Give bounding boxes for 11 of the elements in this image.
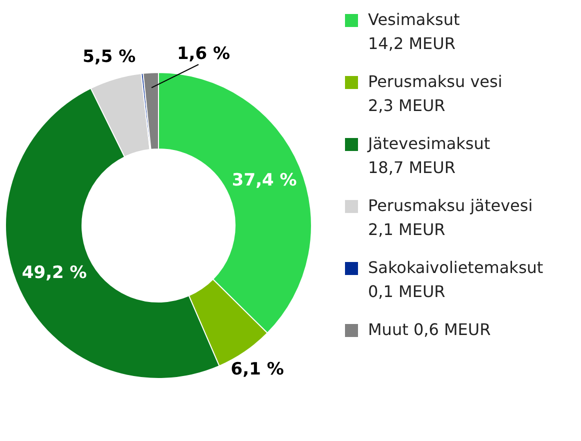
data-label: 6,1 % <box>230 359 284 380</box>
legend-label: Sakokaivolietemaksut 0,1 MEUR <box>368 257 544 303</box>
data-label: 37,4 % <box>232 170 297 191</box>
data-label: 49,2 % <box>22 263 87 284</box>
legend-label: Perusmaksu vesi 2,3 MEUR <box>368 71 502 117</box>
data-label: 1,6 % <box>176 44 230 64</box>
legend-label: Vesimaksut 14,2 MEUR <box>368 9 460 55</box>
legend-label: Perusmaksu jätevesi 2,1 MEUR <box>368 195 533 241</box>
legend-label: Jätevesimaksut 18,7 MEUR <box>368 133 490 179</box>
data-label: 5,5 % <box>82 47 136 68</box>
legend-label: Muut 0,6 MEUR <box>368 319 491 341</box>
